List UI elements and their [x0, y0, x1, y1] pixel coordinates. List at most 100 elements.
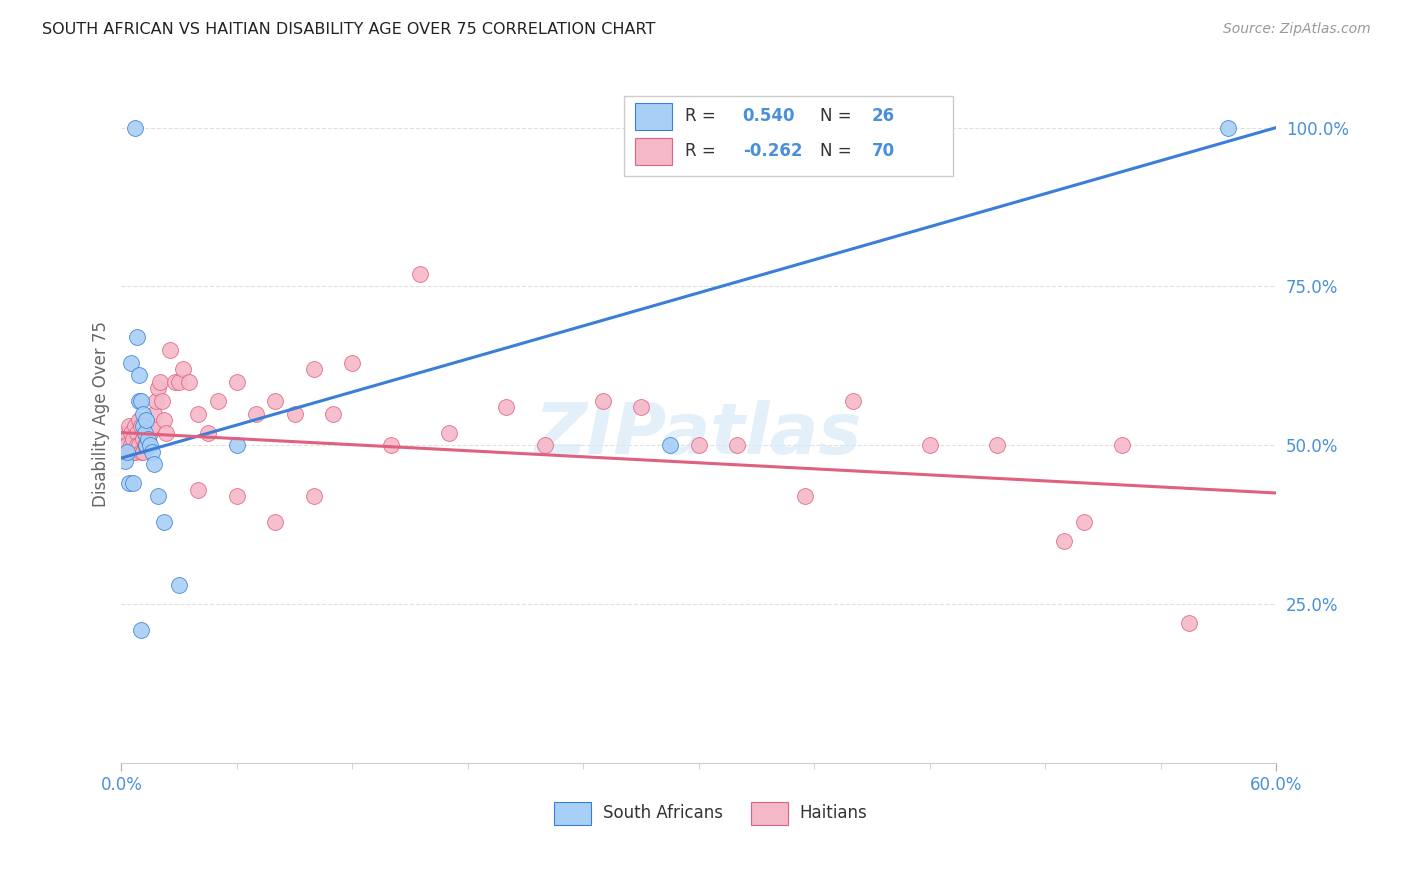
Text: Source: ZipAtlas.com: Source: ZipAtlas.com: [1223, 22, 1371, 37]
Point: [918, 438, 941, 452]
Text: R =: R =: [685, 107, 721, 126]
Point: [114, 454, 136, 468]
Point: [225, 489, 247, 503]
Text: N =: N =: [820, 143, 856, 161]
Point: [1178, 616, 1201, 631]
Point: [115, 444, 138, 458]
Point: [167, 578, 190, 592]
Text: South Africans: South Africans: [603, 805, 723, 822]
Point: [145, 393, 167, 408]
Point: [793, 489, 815, 503]
Point: [118, 476, 141, 491]
Point: [138, 432, 160, 446]
Point: [342, 356, 364, 370]
Text: Haitians: Haitians: [799, 805, 868, 822]
Point: [264, 393, 287, 408]
Point: [125, 425, 148, 440]
Point: [131, 419, 153, 434]
Point: [725, 438, 748, 452]
Point: [264, 515, 287, 529]
Point: [120, 425, 142, 440]
Point: [197, 425, 219, 440]
Point: [115, 425, 138, 440]
Point: [1053, 533, 1076, 548]
Text: 26: 26: [872, 107, 896, 126]
Point: [128, 368, 150, 383]
Point: [1073, 515, 1095, 529]
Text: 70: 70: [872, 143, 896, 161]
Point: [302, 489, 325, 503]
Point: [112, 438, 135, 452]
Point: [177, 375, 200, 389]
Point: [495, 400, 517, 414]
Point: [118, 419, 141, 434]
Point: [159, 343, 181, 357]
Point: [139, 425, 162, 440]
Point: [131, 407, 153, 421]
Point: [128, 393, 150, 408]
Point: [437, 425, 460, 440]
Point: [322, 407, 344, 421]
Text: R =: R =: [685, 143, 721, 161]
Point: [141, 444, 163, 458]
Point: [155, 425, 177, 440]
Point: [380, 438, 402, 452]
Point: [135, 438, 157, 452]
Point: [124, 120, 146, 135]
Point: [630, 400, 652, 414]
Point: [172, 362, 194, 376]
Point: [165, 375, 187, 389]
Point: [135, 413, 157, 427]
Text: ZIPatlas: ZIPatlas: [536, 400, 862, 469]
Point: [1216, 120, 1239, 135]
Bar: [636, 138, 672, 165]
Point: [167, 375, 190, 389]
Point: [284, 407, 307, 421]
Point: [592, 393, 614, 408]
Point: [118, 444, 141, 458]
Point: [658, 438, 681, 452]
Point: [150, 393, 173, 408]
Point: [187, 483, 209, 497]
Point: [129, 393, 152, 408]
Point: [129, 444, 152, 458]
Point: [225, 375, 247, 389]
Point: [125, 330, 148, 344]
Point: [409, 267, 432, 281]
Point: [114, 444, 136, 458]
Point: [115, 438, 138, 452]
Point: [138, 432, 160, 446]
Point: [128, 413, 150, 427]
Point: [302, 362, 325, 376]
Text: N =: N =: [820, 107, 856, 126]
Point: [146, 381, 169, 395]
Text: 0.540: 0.540: [742, 107, 796, 126]
Point: [122, 444, 145, 458]
Point: [134, 425, 156, 440]
Point: [122, 432, 145, 446]
Point: [128, 438, 150, 452]
Y-axis label: Disability Age Over 75: Disability Age Over 75: [93, 320, 110, 507]
Point: [143, 407, 166, 421]
FancyBboxPatch shape: [624, 95, 953, 176]
Bar: [636, 103, 672, 129]
Point: [134, 438, 156, 452]
Point: [225, 438, 247, 452]
Point: [149, 375, 172, 389]
Point: [986, 438, 1008, 452]
Point: [122, 476, 145, 491]
Point: [143, 458, 166, 472]
Text: SOUTH AFRICAN VS HAITIAN DISABILITY AGE OVER 75 CORRELATION CHART: SOUTH AFRICAN VS HAITIAN DISABILITY AGE …: [42, 22, 655, 37]
Point: [131, 432, 153, 446]
Point: [141, 419, 163, 434]
Point: [129, 419, 152, 434]
Point: [131, 444, 153, 458]
Point: [152, 413, 174, 427]
Point: [124, 444, 146, 458]
Point: [125, 438, 148, 452]
Point: [1111, 438, 1133, 452]
Point: [139, 438, 162, 452]
Bar: [751, 802, 787, 824]
Point: [120, 356, 142, 370]
Text: -0.262: -0.262: [742, 143, 803, 161]
